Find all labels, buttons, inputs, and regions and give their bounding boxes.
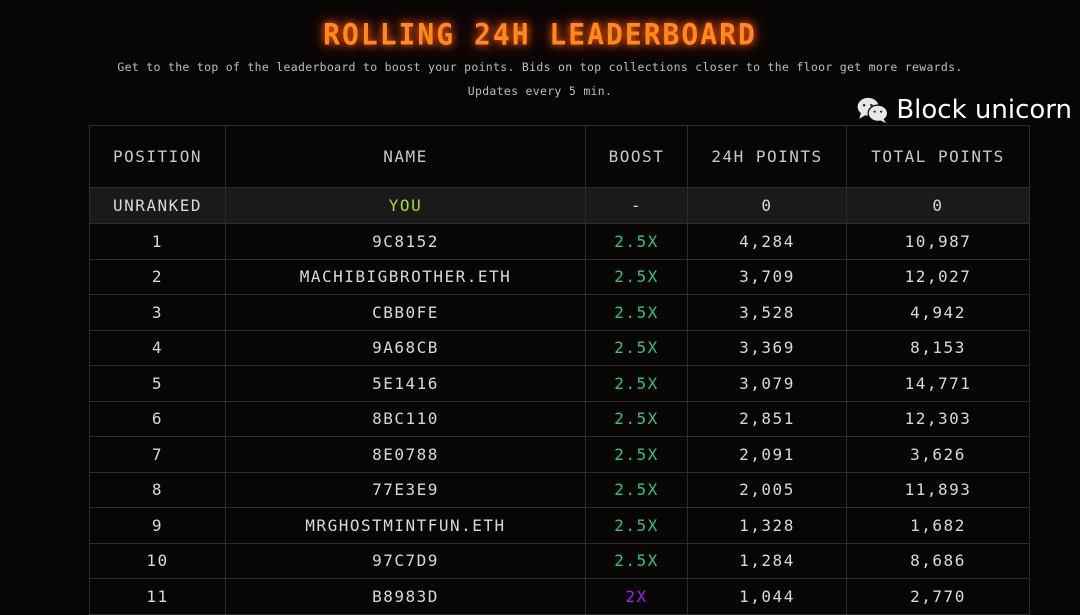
total-points-cell: 2,770 (846, 578, 1030, 615)
boost-cell: 2.5X (585, 294, 688, 331)
total-points-cell: 12,027 (846, 258, 1030, 295)
points-24h-cell: 0 (687, 187, 847, 224)
name-cell: 9C8152 (225, 223, 586, 260)
position-cell: 9 (89, 507, 226, 544)
points-24h-cell: 1,284 (687, 542, 847, 579)
points-24h-cell: 3,709 (687, 258, 847, 295)
name-cell: 77E3E9 (225, 471, 586, 508)
table-row: 9 MRGHOSTMINTFUN.ETH 2.5X 1,328 1,682 (89, 507, 1030, 544)
points-24h-cell: 1,328 (687, 507, 847, 544)
total-points-cell: 10,987 (846, 223, 1030, 260)
position-cell: 1 (89, 223, 226, 260)
total-points-cell: 8,153 (846, 329, 1030, 366)
boost-cell: 2.5X (585, 258, 688, 295)
total-points-cell: 8,686 (846, 542, 1030, 579)
name-cell: MACHIBIGBROTHER.ETH (225, 258, 586, 295)
name-cell: 97C7D9 (225, 542, 586, 579)
name-cell: 5E1416 (225, 365, 586, 402)
boost-cell: 2.5X (585, 471, 688, 508)
name-cell: B8983D (225, 578, 586, 615)
your-row: UNRANKED YOU - 0 0 (89, 187, 1030, 224)
table-row: 3 CBB0FE 2.5X 3,528 4,942 (89, 294, 1030, 331)
total-points-cell: 11,893 (846, 471, 1030, 508)
leaderboard-table: POSITION NAME BOOST 24H POINTS TOTAL POI… (89, 125, 1030, 615)
name-cell: 8BC110 (225, 400, 586, 437)
name-cell: 9A68CB (225, 329, 586, 366)
table-row: 4 9A68CB 2.5X 3,369 8,153 (89, 329, 1030, 366)
column-header-name: NAME (225, 125, 586, 188)
watermark: Block unicorn (856, 96, 1072, 124)
boost-cell: 2X (585, 578, 688, 615)
column-header-position: POSITION (89, 125, 226, 188)
position-cell: 6 (89, 400, 226, 437)
table-row: 10 97C7D9 2.5X 1,284 8,686 (89, 542, 1030, 579)
points-24h-cell: 2,005 (687, 471, 847, 508)
boost-cell: 2.5X (585, 542, 688, 579)
boost-cell: 2.5X (585, 400, 688, 437)
column-header-24h-points: 24H POINTS (687, 125, 847, 188)
position-cell: 8 (89, 471, 226, 508)
total-points-cell: 14,771 (846, 365, 1030, 402)
position-cell: 11 (89, 578, 226, 615)
page-title: ROLLING 24H LEADERBOARD (323, 17, 757, 52)
points-24h-cell: 2,851 (687, 400, 847, 437)
table-row: 11 B8983D 2X 1,044 2,770 (89, 578, 1030, 615)
total-points-cell: 0 (846, 187, 1030, 224)
wechat-icon (857, 97, 889, 123)
total-points-cell: 3,626 (846, 436, 1030, 473)
table-row: 7 8E0788 2.5X 2,091 3,626 (89, 436, 1030, 473)
table-row: 8 77E3E9 2.5X 2,005 11,893 (89, 471, 1030, 508)
position-cell: UNRANKED (89, 187, 226, 224)
position-cell: 4 (89, 329, 226, 366)
boost-cell: - (585, 187, 688, 224)
column-header-total-points: TOTAL POINTS (846, 125, 1030, 188)
update-note: Updates every 5 min. (467, 84, 613, 98)
page-subtitle: Get to the top of the leaderboard to boo… (117, 60, 963, 74)
points-24h-cell: 1,044 (687, 578, 847, 615)
position-cell: 7 (89, 436, 226, 473)
name-cell: YOU (225, 187, 586, 224)
table-row: 5 5E1416 2.5X 3,079 14,771 (89, 365, 1030, 402)
position-cell: 3 (89, 294, 226, 331)
table-row: 6 8BC110 2.5X 2,851 12,303 (89, 400, 1030, 437)
boost-cell: 2.5X (585, 436, 688, 473)
position-cell: 2 (89, 258, 226, 295)
total-points-cell: 12,303 (846, 400, 1030, 437)
points-24h-cell: 4,284 (687, 223, 847, 260)
name-cell: MRGHOSTMINTFUN.ETH (225, 507, 586, 544)
total-points-cell: 1,682 (846, 507, 1030, 544)
boost-cell: 2.5X (585, 365, 688, 402)
boost-cell: 2.5X (585, 507, 688, 544)
position-cell: 10 (89, 542, 226, 579)
table-row: 1 9C8152 2.5X 4,284 10,987 (89, 223, 1030, 260)
points-24h-cell: 2,091 (687, 436, 847, 473)
watermark-text: Block unicorn (896, 95, 1072, 125)
points-24h-cell: 3,369 (687, 329, 847, 366)
table-header-row: POSITION NAME BOOST 24H POINTS TOTAL POI… (89, 125, 1030, 188)
boost-cell: 2.5X (585, 223, 688, 260)
position-cell: 5 (89, 365, 226, 402)
column-header-boost: BOOST (585, 125, 688, 188)
name-cell: 8E0788 (225, 436, 586, 473)
points-24h-cell: 3,079 (687, 365, 847, 402)
boost-cell: 2.5X (585, 329, 688, 366)
total-points-cell: 4,942 (846, 294, 1030, 331)
points-24h-cell: 3,528 (687, 294, 847, 331)
table-row: 2 MACHIBIGBROTHER.ETH 2.5X 3,709 12,027 (89, 258, 1030, 295)
name-cell: CBB0FE (225, 294, 586, 331)
